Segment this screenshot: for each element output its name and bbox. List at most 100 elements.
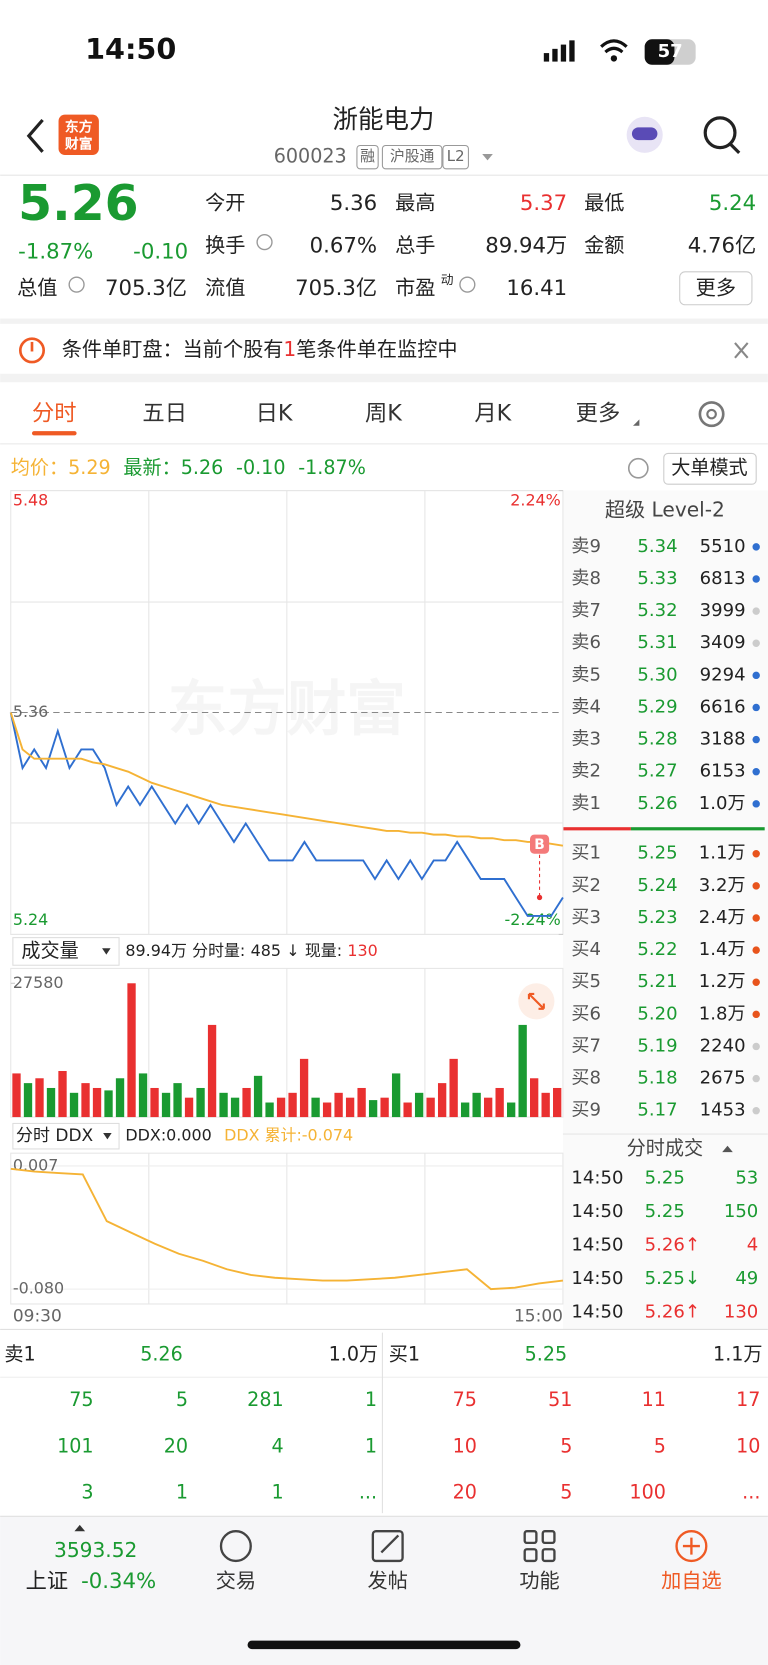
volume-bar: [69, 1092, 79, 1118]
depth-volume: 1.0万: [699, 793, 746, 814]
volume-bar: [150, 1087, 159, 1118]
index-value: 3593.52: [54, 1538, 137, 1562]
depth-dot: [752, 1074, 760, 1083]
post-icon[interactable]: [371, 1530, 404, 1563]
settings-button[interactable]: [698, 401, 725, 428]
volume-bar: [219, 1092, 228, 1118]
depth-dot: [752, 1042, 760, 1051]
watchlist-plus: [682, 1537, 700, 1555]
y-tick-label: 5.48: [13, 491, 48, 510]
depth-label: 卖3: [571, 729, 601, 750]
tab[interactable]: 日K: [256, 401, 294, 427]
field-label-sup: 动: [441, 273, 454, 288]
index-caret: [74, 1524, 86, 1532]
tab-underline: [31, 431, 77, 436]
nav-item[interactable]: 加自选: [661, 1569, 721, 1593]
queue-order: 281: [247, 1388, 283, 1411]
volume-bar: [357, 1087, 366, 1118]
nav-icons: [219, 1530, 556, 1563]
tab[interactable]: 月K: [474, 401, 512, 427]
volume-info: 分时量:: [192, 941, 245, 960]
nav-item[interactable]: 交易: [216, 1569, 256, 1593]
trade-volume: 130: [724, 1301, 758, 1322]
depth-volume: 6153: [700, 761, 746, 782]
search-button[interactable]: [703, 116, 737, 150]
volume-bar: [138, 1073, 148, 1118]
stock-tag: 融: [360, 147, 375, 165]
trades-caret: [722, 1145, 733, 1153]
back-button[interactable]: [26, 118, 44, 153]
depth-label: 买5: [571, 971, 601, 992]
selector-caret: [103, 1133, 112, 1140]
notice-close[interactable]: [734, 342, 749, 359]
chart-info: -1.87%: [298, 456, 366, 479]
ddx-info: DDX:0.000: [125, 1126, 211, 1145]
nav-item[interactable]: 功能: [519, 1569, 559, 1593]
depth-price: 5.30: [637, 664, 677, 685]
volume-selector[interactable]: [12, 937, 120, 966]
tab[interactable]: 五日: [142, 401, 187, 427]
queue-order: 5: [560, 1434, 572, 1457]
volume-bar: [414, 1092, 424, 1118]
volume-bar: [35, 1078, 44, 1118]
volume-bar: [426, 1097, 435, 1118]
func-icon-part: [541, 1530, 556, 1545]
watchlist-icon[interactable]: [675, 1530, 708, 1563]
y2-tick-label: -2.24%: [505, 910, 561, 929]
depth-dot: [752, 703, 760, 712]
mode-button[interactable]: [663, 452, 757, 485]
field-label: 今开: [205, 190, 245, 214]
field-value: 0.67%: [310, 233, 377, 258]
marker-label: B: [534, 837, 545, 853]
tab[interactable]: 更多: [576, 401, 621, 427]
help-icon[interactable]: [627, 457, 649, 479]
volume-bar: [495, 1087, 504, 1118]
queue-order: 51: [548, 1388, 572, 1411]
queue-order: 1: [176, 1480, 188, 1503]
volume-bar: [127, 983, 136, 1118]
depth-volume: 5510: [700, 536, 746, 557]
volume-bar: [92, 1087, 102, 1118]
depth-volume: 1453: [700, 1100, 746, 1121]
y-tick-label: -0.080: [13, 1279, 64, 1298]
depth-dot: [752, 1106, 760, 1115]
func-icon[interactable]: [523, 1530, 538, 1545]
signal-bar: [552, 48, 558, 62]
trade-icon[interactable]: [219, 1530, 252, 1563]
depth-label: 卖7: [571, 600, 601, 621]
queue-order: 17: [736, 1388, 760, 1411]
level2-title: 超级 Level-2: [605, 497, 725, 521]
volume-bar: [345, 1097, 355, 1118]
notice-text: 条件单盯盘：当前个股有: [62, 337, 284, 361]
field-label: 总手: [395, 233, 435, 257]
queue-price: 5.26: [140, 1342, 183, 1365]
tab[interactable]: 周K: [365, 401, 403, 427]
trades-title: 分时成交: [627, 1136, 703, 1159]
volume-bar: [553, 1087, 562, 1118]
volume-bar: [334, 1092, 343, 1118]
y-tick-label: 5.24: [13, 910, 48, 929]
ddx-selector[interactable]: [12, 1122, 120, 1150]
more-button[interactable]: [679, 271, 753, 306]
chart-info: 5.29: [68, 456, 111, 479]
trade-time: 14:50: [571, 1168, 623, 1189]
order-panel: [562, 490, 768, 1330]
wifi: [600, 39, 628, 54]
trade-time: 14:50: [571, 1268, 623, 1289]
queue-order: 20: [453, 1480, 477, 1503]
chart-info: 5.26: [181, 456, 224, 479]
volume-bar: [541, 1092, 550, 1118]
x-tick-label: 09:30: [13, 1307, 62, 1327]
tab[interactable]: 分时: [32, 401, 77, 427]
queue-order: 100: [629, 1480, 665, 1503]
depth-volume: 6813: [700, 568, 746, 589]
volume-bar: [322, 1102, 332, 1118]
queue-order: 4: [271, 1434, 283, 1457]
depth-label: 买2: [571, 875, 601, 896]
battery-level: [644, 39, 675, 65]
queue-order: 20: [164, 1434, 188, 1457]
nav-item[interactable]: 发帖: [368, 1569, 408, 1593]
volume-bar: [23, 1083, 33, 1118]
volume-bar: [12, 1073, 21, 1118]
